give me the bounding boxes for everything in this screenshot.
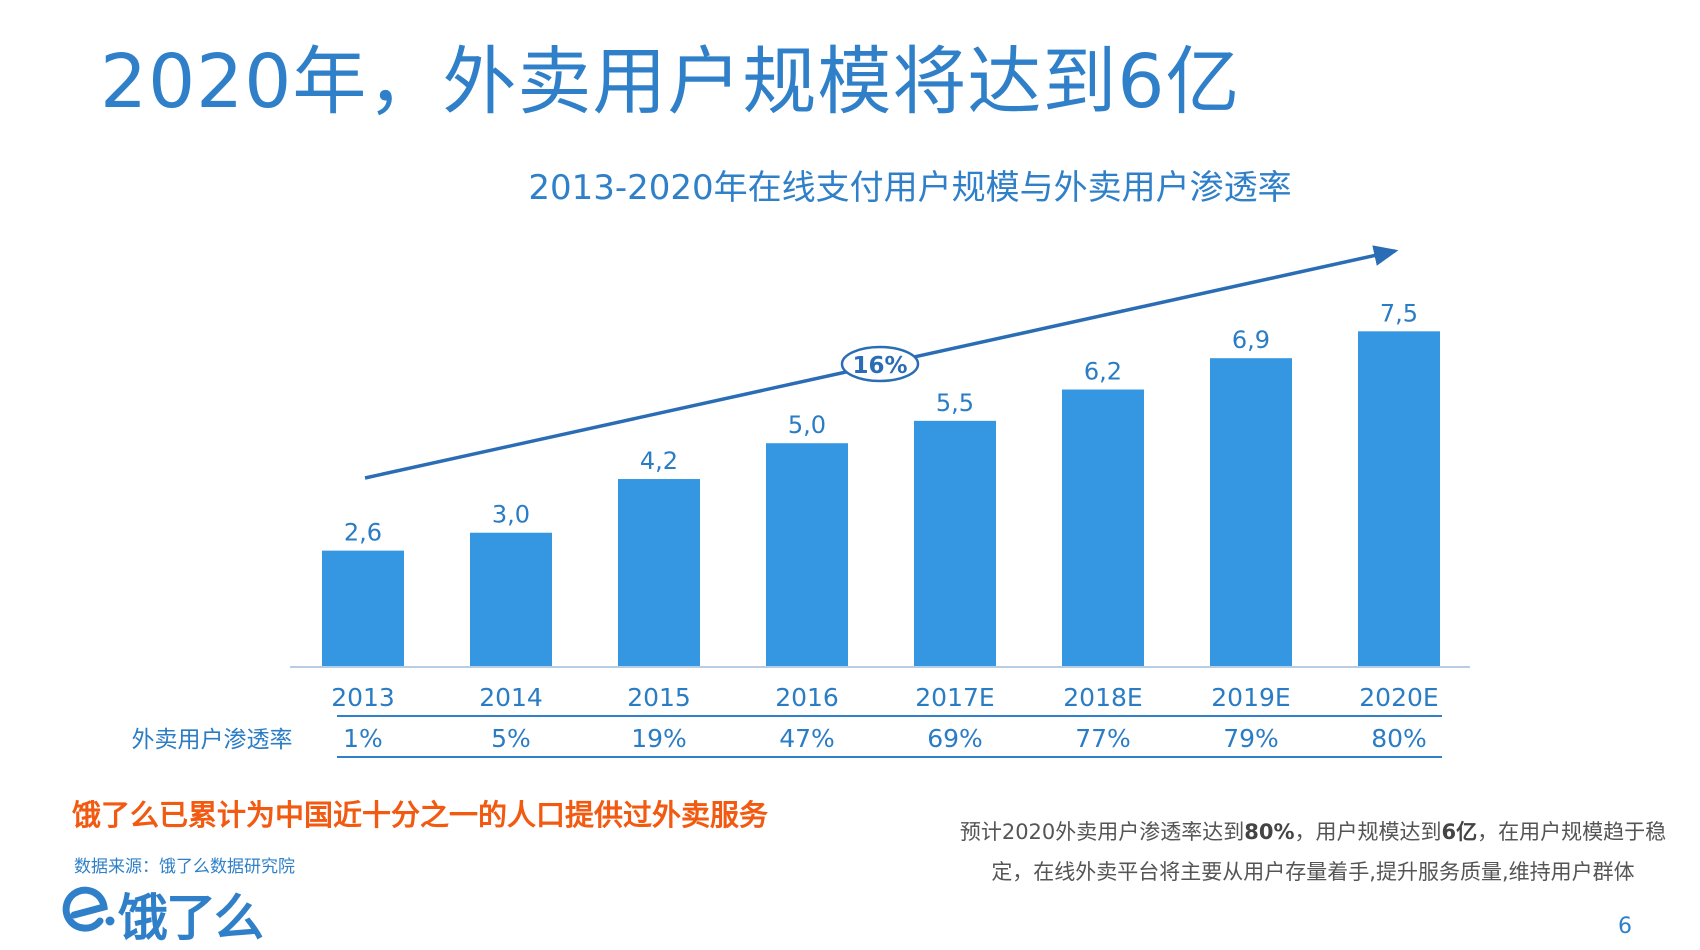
data-source: 数据来源：饿了么数据研究院 (74, 857, 295, 877)
bar-2019E (1210, 358, 1292, 667)
bar-value-label: 2,6 (344, 519, 382, 547)
x-tick-label: 2014 (479, 683, 543, 712)
x-tick-label: 2019E (1211, 683, 1290, 712)
penetration-value: 5% (491, 724, 531, 753)
penetration-row: 1% 5% 19% 47% 69% 77% 79% 80% (343, 724, 1427, 753)
bar-value-label: 5,0 (788, 411, 826, 439)
bar-2013 (322, 550, 404, 667)
penetration-value: 79% (1223, 724, 1279, 753)
bar-2020E (1358, 331, 1440, 667)
table-row-label: 外卖用户渗透率 (132, 727, 293, 753)
bar-value-label: 5,5 (936, 389, 974, 417)
x-tick-label: 2016 (775, 683, 839, 712)
bar-2017E (914, 420, 996, 667)
note-bold-2: 6亿 (1441, 820, 1478, 844)
bar-value-label: 3,0 (492, 501, 530, 529)
x-tick-label: 2013 (331, 683, 395, 712)
bar-value-label: 6,9 (1232, 326, 1270, 354)
note-text-1: 预计2020外卖用户渗透率达到 (959, 820, 1245, 844)
x-tick-labels: 2013 2014 2015 2016 2017E 2018E 2019E 2020E (331, 683, 1439, 712)
bar-value-label: 7,5 (1380, 299, 1418, 327)
forecast-note: 预计2020外卖用户渗透率达到80%，用户规模达到6亿，在用户规模趋于稳定，在线… (948, 812, 1678, 892)
x-tick-label: 2015 (627, 683, 691, 712)
logo-wordmark: 饿了么 (118, 889, 264, 947)
bar-2015 (618, 479, 700, 667)
bar-2016 (766, 443, 848, 667)
eleme-logo-icon (62, 886, 115, 932)
penetration-value: 19% (631, 724, 687, 753)
bar-2018E (1062, 389, 1144, 667)
penetration-value: 69% (927, 724, 983, 753)
growth-rate-ellipse (840, 345, 920, 383)
penetration-value: 77% (1075, 724, 1131, 753)
note-text-2: ，用户规模达到 (1294, 820, 1442, 844)
bars-group: 2,6 3,0 4,2 5,0 5,5 6,2 6,9 7,5 (322, 299, 1440, 667)
penetration-value: 80% (1371, 724, 1427, 753)
x-tick-label: 2017E (915, 683, 994, 712)
note-bold-1: 80% (1244, 820, 1295, 844)
x-tick-label: 2020E (1359, 683, 1438, 712)
highlight-statement: 饿了么已累计为中国近十分之一的人口提供过外卖服务 (72, 798, 769, 832)
penetration-value: 1% (343, 724, 383, 753)
note-text-3: ，在用户规模趋于稳定，在线外卖平台将主要从用户存量着手,提升服务质量,维持用户群… (991, 820, 1667, 884)
penetration-value: 47% (779, 724, 835, 753)
bar-value-label: 4,2 (640, 447, 678, 475)
chart-title: 2013-2020年在线支付用户规模与外卖用户渗透率 (528, 168, 1292, 208)
bar-2014 (470, 532, 552, 667)
page-number: 6 (1618, 914, 1632, 939)
page-title: 2020年，外卖用户规模将达到6亿 (100, 39, 1241, 125)
bar-value-label: 6,2 (1084, 358, 1122, 386)
x-tick-label: 2018E (1063, 683, 1142, 712)
growth-rate-label: 16% (852, 353, 907, 379)
